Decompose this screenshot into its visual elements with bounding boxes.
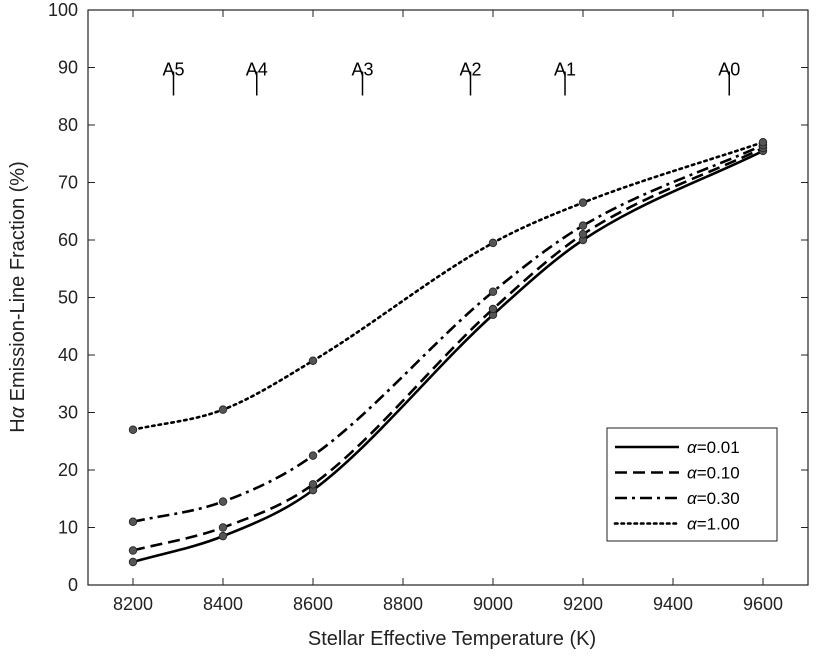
y-tick-label: 80 bbox=[58, 115, 78, 135]
spectral-type-label: A1 bbox=[554, 60, 576, 80]
x-tick-label: 8600 bbox=[293, 594, 333, 614]
data-point bbox=[308, 356, 318, 365]
legend-label-symbol: α bbox=[687, 489, 698, 508]
data-point bbox=[218, 531, 228, 541]
data-point bbox=[578, 230, 588, 239]
legend-label-symbol: α bbox=[687, 464, 698, 483]
axes: 8200 8400 8600 8800 9000 9200 9400 9600 0 10 20 30 4… bbox=[48, 0, 809, 614]
legend-label: α=0.10 bbox=[687, 464, 740, 483]
x-tick-label: 8400 bbox=[203, 594, 243, 614]
data-point bbox=[128, 557, 138, 567]
x-tick-label: 9000 bbox=[473, 594, 513, 614]
spectral-type-label: A0 bbox=[718, 60, 740, 80]
data-point bbox=[128, 517, 138, 526]
y-tick-label: 40 bbox=[58, 345, 78, 365]
y-axis-title: Hα Emission-Line Fraction (%) bbox=[7, 161, 29, 432]
x-tick-label: 9400 bbox=[653, 594, 693, 614]
data-point bbox=[308, 480, 318, 489]
y-tick-label: 90 bbox=[58, 58, 78, 78]
legend-label: α=1.00 bbox=[687, 515, 740, 534]
x-tick-label: 9600 bbox=[743, 594, 783, 614]
data-series bbox=[128, 138, 768, 567]
spectral-type-markers: A5 A4 A3 A2 A1 A0 bbox=[162, 60, 740, 96]
y-axis-title-suffix: Emission-Line Fraction (%) bbox=[7, 161, 29, 407]
y-axis-title-prefix: H bbox=[7, 418, 29, 432]
data-point bbox=[578, 221, 588, 230]
data-point bbox=[488, 304, 498, 314]
data-point bbox=[578, 198, 588, 207]
x-axis-title: Stellar Effective Temperature (K) bbox=[308, 628, 596, 650]
x-tick-label: 8800 bbox=[383, 594, 423, 614]
data-point bbox=[128, 425, 138, 434]
legend-label-symbol: α bbox=[687, 438, 698, 457]
y-tick-label: 100 bbox=[48, 0, 78, 20]
y-tick-label: 30 bbox=[58, 403, 78, 423]
spectral-type-label: A2 bbox=[459, 60, 481, 80]
y-tick-label: 20 bbox=[58, 460, 78, 480]
y-axis-title-symbol: α bbox=[7, 406, 29, 418]
data-point bbox=[758, 138, 768, 147]
spectral-type-label: A3 bbox=[351, 60, 373, 80]
data-point bbox=[128, 546, 138, 555]
legend-label: α=0.30 bbox=[687, 489, 740, 508]
data-point bbox=[218, 405, 228, 414]
legend-label-symbol: α bbox=[687, 515, 698, 534]
x-tick-label: 9200 bbox=[563, 594, 603, 614]
legend: α=0.01α=0.10α=0.30α=1.00 bbox=[606, 427, 778, 542]
data-point bbox=[488, 287, 498, 296]
spectral-type-label: A5 bbox=[162, 60, 184, 80]
y-tick-label: 50 bbox=[58, 288, 78, 308]
legend-label-value: =1.00 bbox=[697, 515, 740, 534]
data-point bbox=[218, 497, 228, 506]
x-tick-label: 8200 bbox=[113, 594, 153, 614]
y-tick-label: 60 bbox=[58, 230, 78, 250]
legend-label-value: =0.10 bbox=[697, 464, 740, 483]
legend-label: α=0.01 bbox=[687, 438, 740, 457]
y-tick-label: 10 bbox=[58, 518, 78, 538]
legend-label-value: =0.30 bbox=[697, 489, 740, 508]
y-tick-label: 0 bbox=[68, 575, 78, 595]
legend-label-value: =0.01 bbox=[697, 438, 740, 457]
data-point bbox=[488, 238, 498, 248]
spectral-type-label: A4 bbox=[246, 60, 268, 80]
data-point bbox=[308, 451, 318, 460]
y-tick-label: 70 bbox=[58, 173, 78, 193]
data-point bbox=[218, 523, 228, 532]
